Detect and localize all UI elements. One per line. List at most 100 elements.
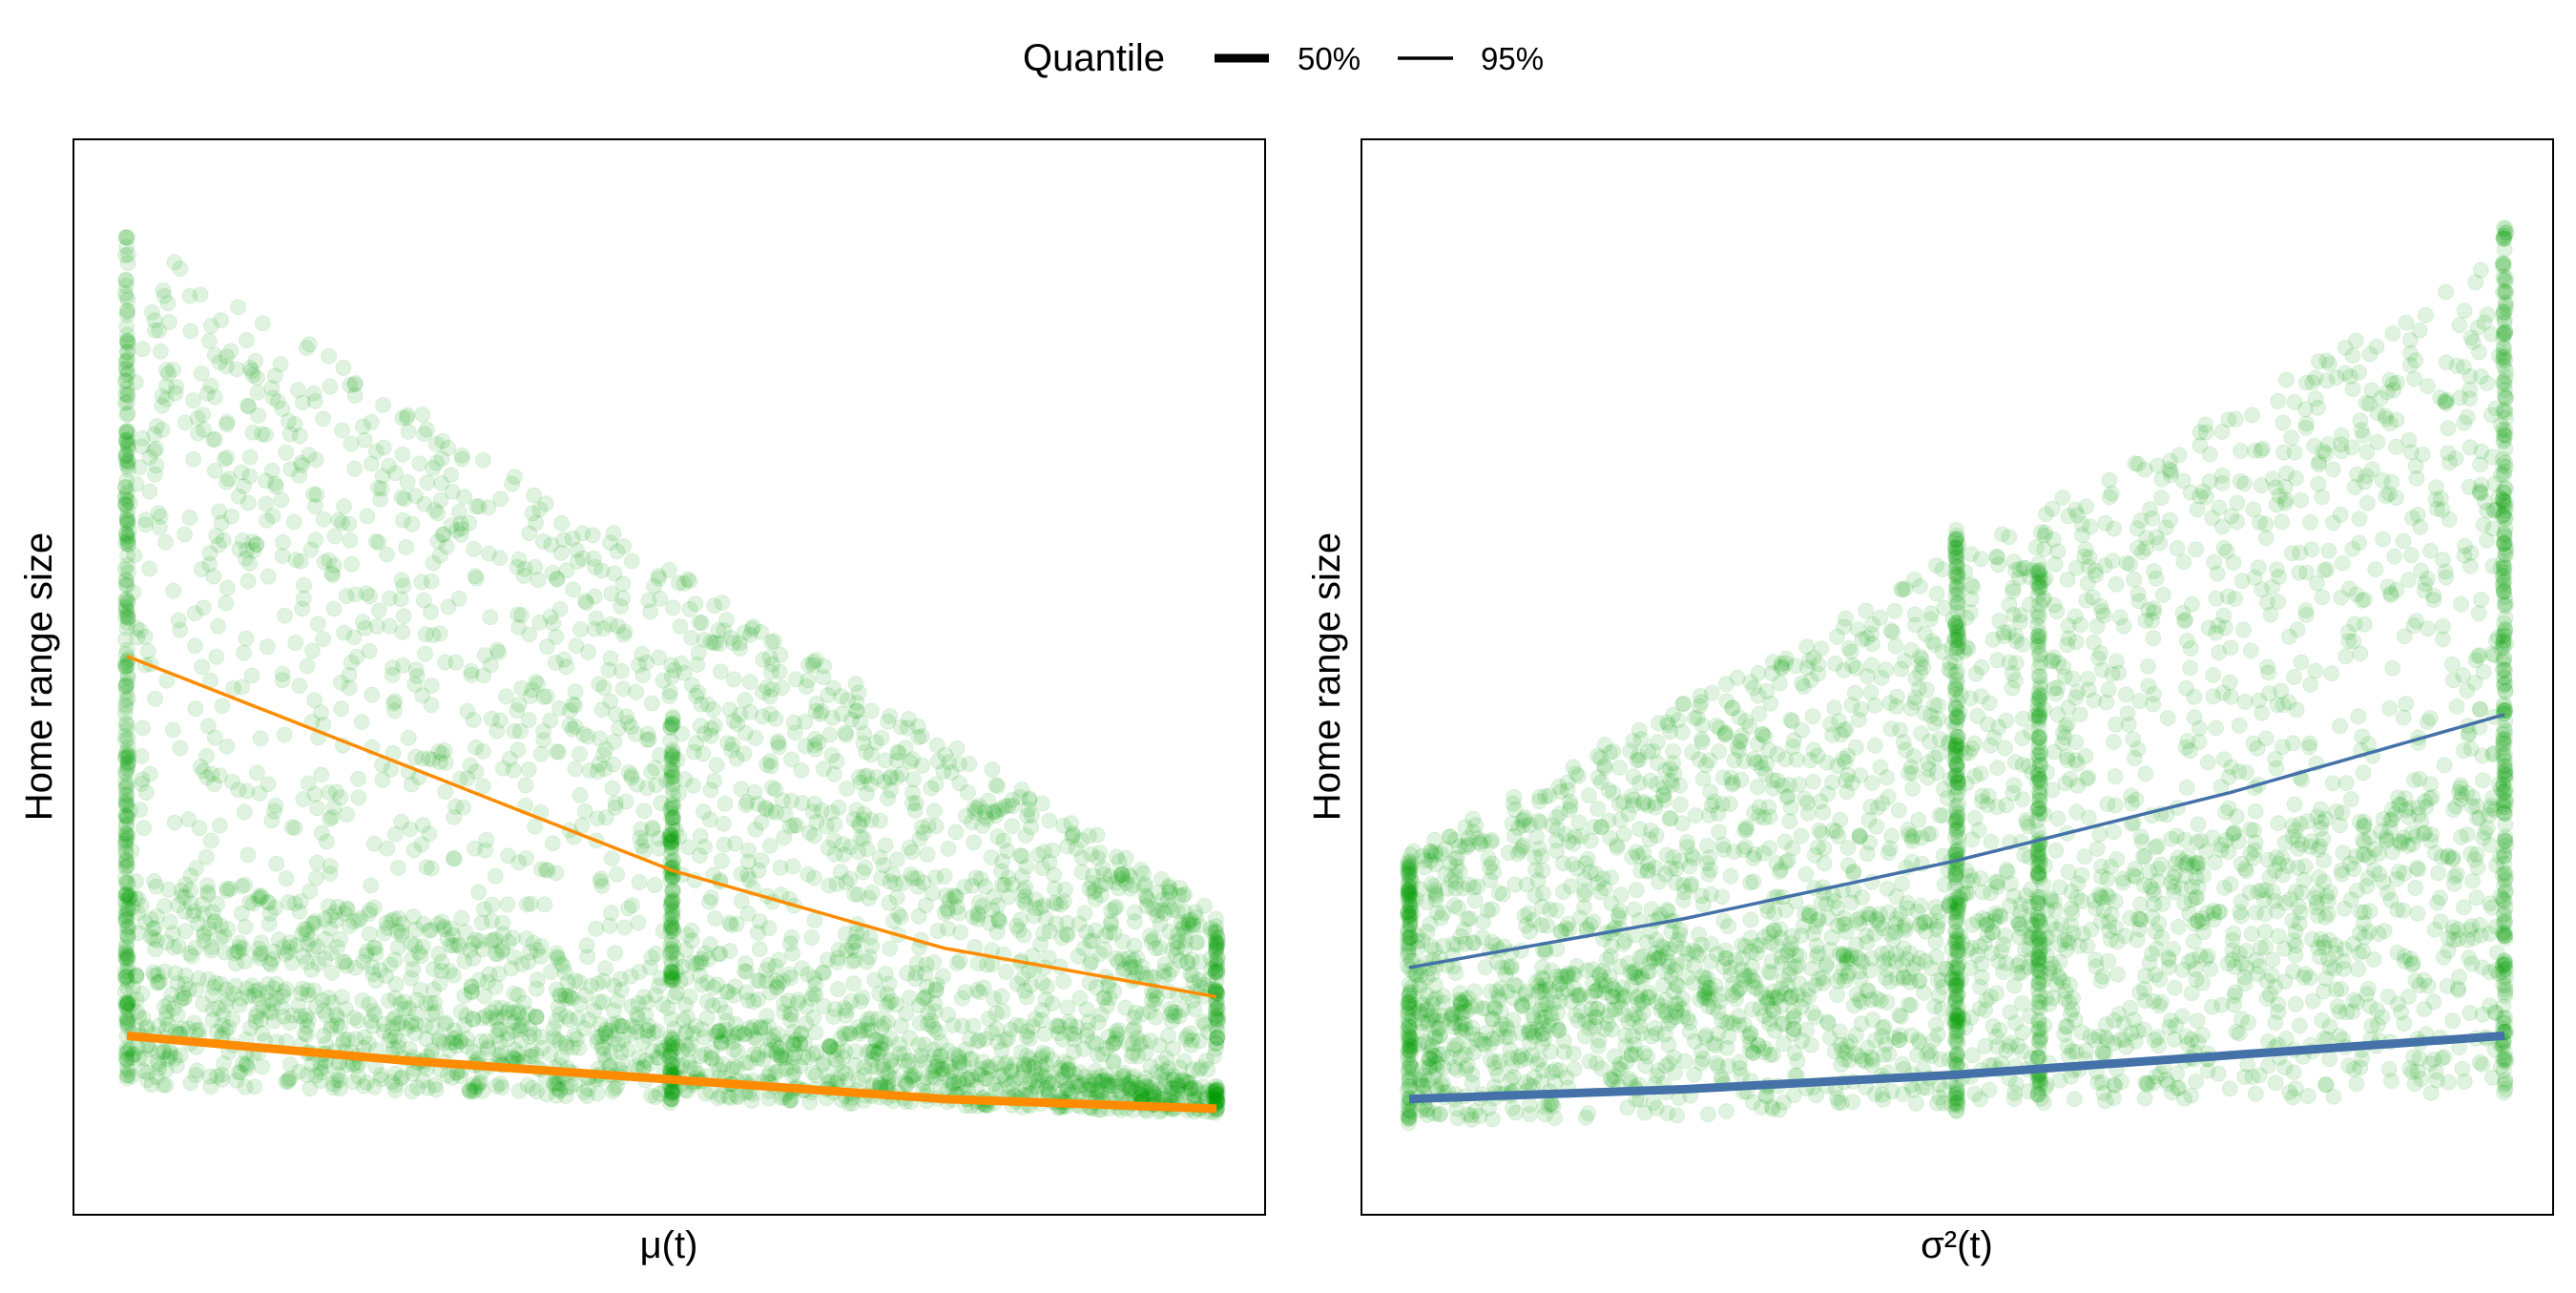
data-point — [1723, 868, 1738, 884]
data-point — [606, 526, 621, 541]
data-point — [199, 878, 215, 893]
data-point — [2298, 607, 2314, 622]
data-point — [1565, 857, 1580, 872]
data-point — [1045, 843, 1060, 858]
data-point — [968, 870, 984, 886]
data-point — [430, 506, 446, 521]
data-point — [641, 732, 656, 747]
data-point — [967, 804, 983, 820]
data-point — [206, 569, 221, 584]
data-point — [1905, 782, 1921, 797]
data-point — [605, 781, 620, 796]
data-point — [117, 535, 133, 551]
data-point — [651, 571, 666, 586]
data-point — [615, 1032, 631, 1048]
data-point — [210, 897, 225, 912]
data-point — [540, 639, 555, 655]
data-point — [1070, 1074, 1085, 1090]
data-point — [483, 610, 498, 625]
data-point — [442, 1043, 457, 1058]
data-point — [1679, 835, 1694, 850]
data-point — [1000, 844, 1015, 859]
data-point — [428, 1005, 444, 1020]
data-point — [941, 841, 956, 856]
data-point — [119, 307, 135, 323]
data-point — [151, 1053, 166, 1069]
data-point — [188, 1068, 203, 1083]
data-point — [1797, 679, 1812, 695]
data-point — [238, 919, 253, 934]
data-point — [938, 747, 953, 762]
data-point — [279, 445, 294, 460]
data-point — [1601, 813, 1616, 828]
data-point — [988, 808, 1004, 824]
data-point — [716, 816, 731, 831]
data-point — [2303, 677, 2318, 692]
panel-sigma: σ²(t) Home range size — [1306, 139, 2553, 1266]
data-point — [985, 762, 1000, 778]
panel-mu: μ(t) Home range size — [18, 139, 1265, 1266]
data-point — [2284, 430, 2299, 446]
data-point — [665, 750, 680, 765]
data-point — [159, 379, 175, 394]
data-point — [544, 964, 559, 979]
data-point — [1446, 898, 1462, 913]
data-point — [2002, 530, 2017, 545]
data-point — [2343, 792, 2358, 807]
data-point — [2399, 315, 2414, 330]
data-point — [219, 449, 235, 465]
data-point — [475, 743, 490, 759]
data-point — [187, 606, 202, 621]
data-point — [479, 1033, 494, 1049]
data-point — [889, 753, 904, 768]
data-point — [782, 1012, 798, 1028]
data-point — [244, 978, 260, 993]
data-point — [2480, 307, 2495, 323]
data-point — [755, 709, 770, 724]
data-point — [1085, 876, 1100, 891]
data-point — [205, 1002, 220, 1017]
data-point — [119, 592, 135, 607]
data-point — [203, 319, 218, 334]
data-point — [1480, 903, 1495, 918]
data-point — [1050, 1018, 1066, 1033]
data-point — [805, 804, 821, 820]
data-point — [1894, 581, 1909, 596]
data-point — [696, 632, 712, 647]
data-point — [889, 852, 904, 867]
data-point — [119, 240, 135, 255]
data-point — [1100, 978, 1115, 993]
data-point — [153, 509, 168, 524]
data-point — [1079, 925, 1094, 940]
data-point — [1428, 892, 1444, 907]
data-point — [188, 701, 203, 717]
data-point — [704, 890, 719, 906]
data-point — [970, 956, 986, 971]
data-point — [655, 673, 671, 688]
data-point — [364, 878, 379, 893]
data-point — [118, 698, 134, 713]
data-point — [426, 461, 441, 476]
data-point — [914, 820, 929, 835]
data-point — [2233, 473, 2248, 489]
data-point — [2109, 576, 2124, 592]
data-point — [237, 645, 252, 660]
data-point — [776, 973, 791, 989]
data-point — [137, 517, 153, 532]
data-point — [785, 946, 800, 961]
data-point — [568, 761, 583, 777]
data-point — [434, 963, 449, 978]
data-point — [2271, 393, 2286, 408]
data-point — [218, 595, 234, 611]
data-point — [685, 955, 700, 970]
data-point — [709, 1056, 724, 1072]
data-point — [205, 988, 220, 1003]
data-point — [120, 928, 135, 944]
data-point — [616, 627, 632, 642]
data-point — [438, 784, 453, 800]
data-point — [808, 703, 823, 719]
data-point — [2269, 497, 2284, 512]
data-point — [120, 557, 135, 573]
data-point — [235, 532, 250, 548]
data-point — [893, 909, 908, 925]
